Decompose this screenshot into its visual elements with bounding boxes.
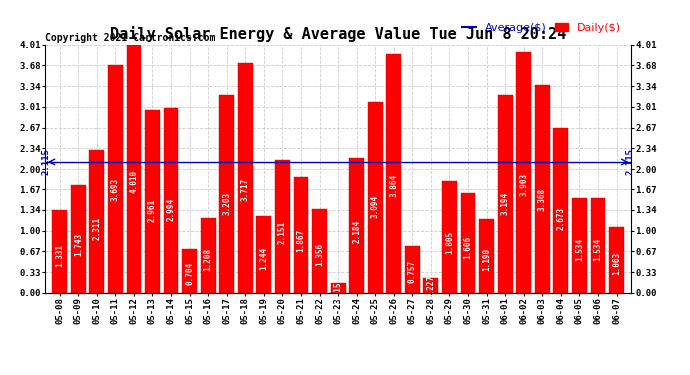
Bar	[386, 54, 401, 292]
Text: 0.157: 0.157	[333, 277, 343, 300]
Bar	[572, 198, 586, 292]
Text: 3.903: 3.903	[519, 172, 529, 196]
Text: 3.717: 3.717	[241, 178, 250, 201]
Text: Copyright 2021 Cartronics.com: Copyright 2021 Cartronics.com	[45, 33, 215, 42]
Title: Daily Solar Energy & Average Value Tue Jun 8 20:24: Daily Solar Energy & Average Value Tue J…	[110, 27, 566, 42]
Bar	[275, 160, 290, 292]
Bar	[257, 216, 271, 292]
Bar	[52, 210, 67, 292]
Text: 1.534: 1.534	[593, 238, 602, 261]
Text: 1.534: 1.534	[575, 238, 584, 261]
Bar	[182, 249, 197, 292]
Bar	[479, 219, 494, 292]
Bar	[108, 64, 123, 292]
Bar	[90, 150, 104, 292]
Bar	[164, 108, 179, 292]
Text: 2.184: 2.184	[352, 220, 361, 243]
Text: 0.227: 0.227	[426, 274, 435, 298]
Bar	[553, 128, 569, 292]
Legend: Average($), Daily($): Average($), Daily($)	[458, 18, 626, 38]
Bar	[201, 218, 215, 292]
Text: 4.010: 4.010	[130, 170, 139, 193]
Text: 2.961: 2.961	[148, 199, 157, 222]
Bar	[497, 95, 513, 292]
Text: 1.743: 1.743	[74, 232, 83, 256]
Bar	[516, 52, 531, 292]
Bar	[219, 95, 234, 292]
Text: 2.115: 2.115	[626, 148, 635, 176]
Bar	[405, 246, 420, 292]
Text: 2.151: 2.151	[278, 221, 287, 245]
Bar	[424, 279, 438, 292]
Bar	[591, 198, 605, 292]
Text: 1.331: 1.331	[55, 244, 64, 267]
Text: 3.693: 3.693	[111, 178, 120, 201]
Text: 1.867: 1.867	[297, 229, 306, 252]
Text: 1.805: 1.805	[445, 231, 454, 254]
Bar	[461, 194, 475, 292]
Bar	[126, 45, 141, 292]
Text: 1.356: 1.356	[315, 243, 324, 266]
Bar	[368, 102, 383, 292]
Bar	[349, 158, 364, 292]
Text: 1.190: 1.190	[482, 248, 491, 271]
Bar	[535, 85, 550, 292]
Bar	[331, 283, 346, 292]
Bar	[145, 110, 160, 292]
Text: 2.994: 2.994	[166, 198, 175, 221]
Text: 1.606: 1.606	[464, 236, 473, 260]
Text: 3.203: 3.203	[222, 192, 231, 215]
Text: 1.063: 1.063	[612, 251, 621, 274]
Bar	[293, 177, 308, 292]
Bar	[312, 209, 327, 292]
Text: 3.094: 3.094	[371, 195, 380, 218]
Bar	[71, 185, 86, 292]
Text: 0.704: 0.704	[185, 261, 194, 285]
Bar	[238, 63, 253, 292]
Text: 1.244: 1.244	[259, 246, 268, 270]
Text: 3.194: 3.194	[501, 192, 510, 215]
Text: 1.208: 1.208	[204, 248, 213, 270]
Bar	[442, 181, 457, 292]
Text: 2.673: 2.673	[556, 207, 565, 230]
Text: 0.757: 0.757	[408, 260, 417, 283]
Text: 3.864: 3.864	[389, 174, 398, 197]
Text: 2.115: 2.115	[41, 148, 50, 176]
Bar	[609, 227, 624, 292]
Text: 3.368: 3.368	[538, 188, 546, 210]
Text: 2.311: 2.311	[92, 217, 101, 240]
